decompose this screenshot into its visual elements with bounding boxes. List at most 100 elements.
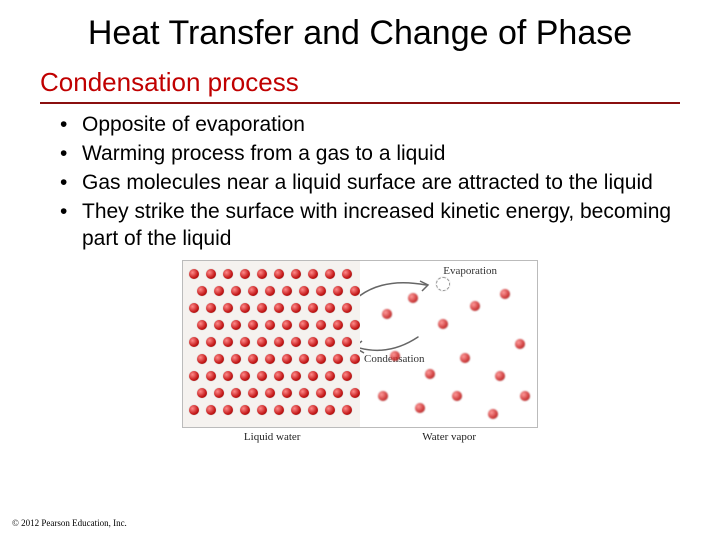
molecule-icon [350, 286, 360, 296]
caption-vapor: Water vapor [422, 431, 476, 443]
molecule-icon [316, 388, 326, 398]
molecule-icon [274, 337, 284, 347]
molecule-icon [214, 354, 224, 364]
molecule-icon [382, 309, 392, 319]
molecule-icon [325, 337, 335, 347]
molecule-icon [425, 369, 435, 379]
molecule-icon [342, 337, 352, 347]
molecule-icon [274, 405, 284, 415]
molecule-icon [265, 286, 275, 296]
molecule-icon [265, 354, 275, 364]
molecule-icon [206, 337, 216, 347]
molecule-icon [299, 354, 309, 364]
molecule-icon [214, 286, 224, 296]
molecule-icon [308, 269, 318, 279]
molecule-icon [333, 286, 343, 296]
molecule-icon [342, 371, 352, 381]
molecule-icon [248, 388, 258, 398]
copyright-text: © 2012 Pearson Education, Inc. [12, 518, 127, 528]
molecule-icon [495, 371, 505, 381]
molecule-icon [223, 269, 233, 279]
molecule-icon [274, 371, 284, 381]
molecule-icon [342, 405, 352, 415]
molecule-icon [291, 303, 301, 313]
figure-caption-row: Liquid water Water vapor [183, 431, 537, 443]
bullet-item: Gas molecules near a liquid surface are … [60, 170, 680, 197]
molecule-icon [248, 354, 258, 364]
molecule-icon [248, 286, 258, 296]
molecule-icon [231, 286, 241, 296]
molecule-icon [291, 405, 301, 415]
evaporation-label: Evaporation [443, 265, 497, 277]
molecule-icon [189, 371, 199, 381]
molecule-icon [206, 405, 216, 415]
molecule-icon [197, 354, 207, 364]
molecule-icon [189, 303, 199, 313]
divider [40, 102, 680, 104]
molecule-icon [223, 337, 233, 347]
page-title: Heat Transfer and Change of Phase [0, 0, 720, 63]
molecule-icon [299, 286, 309, 296]
molecule-icon [342, 269, 352, 279]
molecule-icon [206, 371, 216, 381]
molecule-icon [452, 391, 462, 401]
molecule-icon [333, 354, 343, 364]
molecule-icon [342, 303, 352, 313]
molecule-icon [197, 388, 207, 398]
caption-liquid: Liquid water [244, 431, 301, 443]
molecule-icon [350, 320, 360, 330]
molecule-icon [282, 388, 292, 398]
evaporation-arrow-icon [360, 275, 444, 305]
molecule-icon [214, 388, 224, 398]
molecule-icon [415, 403, 425, 413]
molecule-icon [223, 303, 233, 313]
molecule-icon [308, 303, 318, 313]
molecule-icon [308, 371, 318, 381]
liquid-panel [183, 261, 360, 427]
molecule-icon [257, 303, 267, 313]
molecule-icon [231, 354, 241, 364]
molecule-icon [197, 320, 207, 330]
molecule-icon [325, 303, 335, 313]
molecule-icon [231, 388, 241, 398]
molecule-icon [223, 371, 233, 381]
molecule-icon [291, 371, 301, 381]
molecule-icon [257, 269, 267, 279]
molecule-icon [257, 337, 267, 347]
condensation-figure: Evaporation Condensation Liquid water Wa… [182, 260, 538, 428]
molecule-icon [378, 391, 388, 401]
molecule-icon [316, 286, 326, 296]
molecule-icon [240, 337, 250, 347]
molecule-icon [291, 269, 301, 279]
molecule-icon [231, 320, 241, 330]
bullet-item: Warming process from a gas to a liquid [60, 141, 680, 168]
molecule-icon [325, 269, 335, 279]
molecule-icon [488, 409, 498, 419]
molecule-icon [460, 353, 470, 363]
molecule-icon [282, 320, 292, 330]
molecule-icon [299, 388, 309, 398]
molecule-icon [274, 303, 284, 313]
molecule-icon [189, 269, 199, 279]
molecule-icon [350, 354, 360, 364]
molecule-icon [197, 286, 207, 296]
molecule-icon [500, 289, 510, 299]
molecule-icon [248, 320, 258, 330]
molecule-icon [470, 301, 480, 311]
molecule-icon [206, 303, 216, 313]
molecule-icon [520, 391, 530, 401]
molecule-icon [223, 405, 233, 415]
molecule-icon [436, 277, 450, 291]
bullet-list: Opposite of evaporation Warming process … [0, 112, 720, 252]
molecule-icon [189, 337, 199, 347]
molecule-icon [214, 320, 224, 330]
molecule-icon [265, 388, 275, 398]
molecule-icon [265, 320, 275, 330]
molecule-icon [291, 337, 301, 347]
molecule-icon [240, 371, 250, 381]
vapor-panel: Evaporation Condensation [360, 261, 537, 427]
molecule-icon [257, 405, 267, 415]
molecule-icon [189, 405, 199, 415]
molecule-icon [308, 337, 318, 347]
bullet-item: They strike the surface with increased k… [60, 199, 680, 253]
